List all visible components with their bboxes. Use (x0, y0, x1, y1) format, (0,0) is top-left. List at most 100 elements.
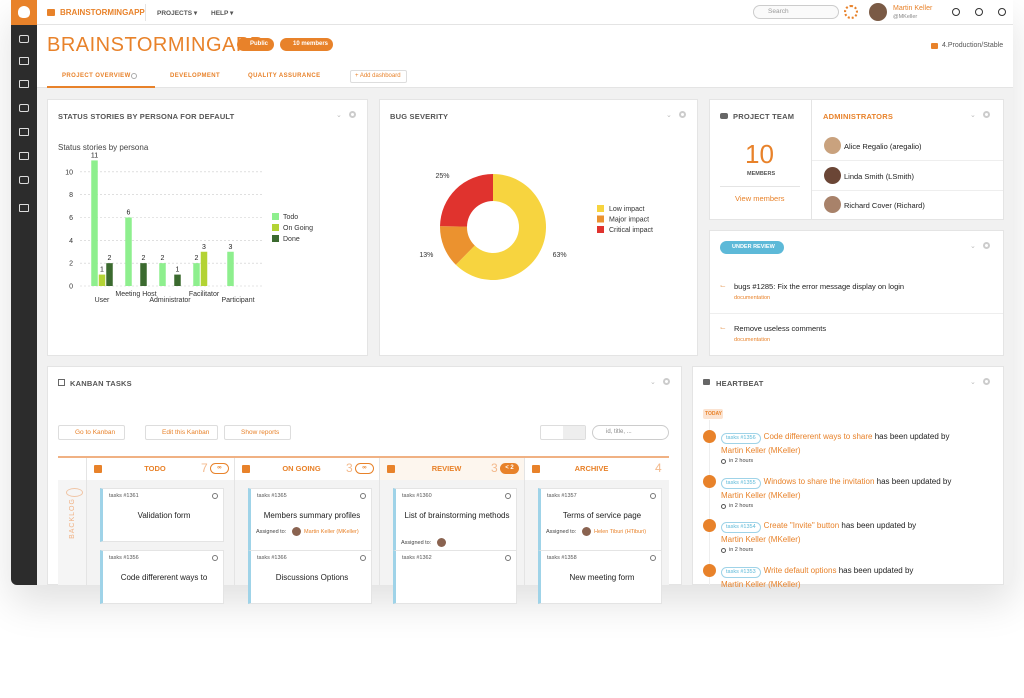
event-tag[interactable]: tasks #1356 (721, 433, 761, 444)
member-count-label: MEMBERS (747, 171, 776, 177)
admin-name[interactable]: Linda Smith (LSmith) (844, 171, 915, 181)
column-title: ON GOING (282, 464, 321, 473)
event-tag[interactable]: tasks #1355 (721, 477, 761, 489)
task-card[interactable] (248, 550, 372, 604)
data-label: 11 (91, 152, 98, 159)
y-tick-label: 6 (69, 215, 73, 222)
sidebar-icon[interactable] (19, 152, 29, 160)
settings-icon[interactable] (663, 378, 670, 385)
y-tick-label: 4 (69, 238, 73, 245)
settings-icon[interactable] (349, 111, 356, 118)
event-user[interactable]: Martin Keller (MKeller) (721, 446, 801, 455)
menu[interactable]: HELP ▾ (211, 10, 234, 17)
sidebar-icon[interactable] (19, 80, 29, 88)
event-action: has been updated by (838, 565, 914, 575)
assignee-name[interactable]: Martin Keller (MKeller) (304, 529, 359, 535)
toolbar-icon[interactable] (975, 8, 983, 16)
column-count: 7 (201, 461, 208, 475)
panel (692, 366, 1004, 585)
bar (159, 263, 166, 286)
legend-swatch (272, 224, 279, 231)
backlog-oval (66, 488, 83, 497)
sidebar-icon[interactable] (19, 176, 29, 184)
avatar (824, 166, 841, 184)
task-title: Discussions Options (275, 573, 349, 582)
time-icon (721, 459, 726, 464)
tab[interactable]: QUALITY ASSURANCE (248, 73, 321, 79)
task-card[interactable] (100, 550, 224, 604)
data-label: 13% (419, 252, 433, 259)
x-tick-label: Facilitator (189, 291, 220, 298)
event-link[interactable]: Code differerent ways to share (763, 432, 873, 441)
task-id: tasks #1365 (257, 493, 287, 499)
admin-name[interactable]: Richard Cover (Richard) (844, 201, 925, 210)
add-dashboard-label[interactable]: + Add dashboard (355, 73, 401, 79)
toolbar-icon[interactable] (998, 8, 1006, 16)
kanban-button[interactable] (224, 425, 291, 440)
kanban-title: KANBAN TASKS (70, 379, 132, 388)
sidebar-icon[interactable] (19, 57, 29, 65)
logo-mark (18, 6, 30, 18)
status-icon (931, 43, 938, 49)
add-dashboard-button[interactable] (350, 70, 407, 83)
settings-icon[interactable] (983, 378, 990, 385)
event-user[interactable]: Martin Keller (MKeller) (721, 490, 801, 500)
tab[interactable]: DEVELOPMENT (170, 73, 221, 79)
settings-icon[interactable] (983, 111, 990, 118)
user-name[interactable]: Martin Keller (893, 5, 933, 12)
sidebar-icon[interactable] (19, 104, 29, 112)
settings-icon[interactable] (983, 242, 990, 249)
event-link[interactable]: Windows to share the invitation (763, 476, 875, 486)
sidebar-icon[interactable] (19, 128, 29, 136)
view-members-link[interactable]: View members (735, 194, 785, 203)
task-card[interactable] (100, 488, 224, 542)
event-user[interactable]: Martin Keller (MKeller) (721, 579, 801, 589)
assignee-name[interactable]: Helen Tiburi (HTiburi) (594, 529, 647, 535)
kanban-button[interactable] (58, 425, 125, 440)
review-badge-label: UNDER REVIEW (732, 244, 775, 250)
kanban-button-label[interactable]: Go to Kanban (75, 429, 116, 436)
avatar (824, 196, 841, 213)
event-link[interactable]: Create "Invite" button (763, 521, 840, 530)
review-tag[interactable]: documentation (734, 295, 771, 301)
app-name[interactable]: BRAINSTORMINGAPP (60, 8, 145, 17)
sidebar-icon[interactable] (19, 204, 29, 212)
review-title[interactable]: bugs #1285: Fix the error message displa… (734, 282, 905, 291)
task-id: tasks #1366 (257, 555, 287, 561)
separator (811, 100, 812, 219)
kanban-button-label[interactable]: Edit this Kanban (162, 429, 210, 436)
task-card[interactable] (538, 550, 662, 604)
kanban-button[interactable] (145, 425, 218, 440)
task-card[interactable] (393, 550, 517, 604)
event-user[interactable]: Martin Keller (MKeller) (721, 535, 801, 544)
sidebar-icon[interactable] (19, 35, 29, 43)
column-header (234, 458, 379, 480)
event-text: tasks #1355 Windows to share the invitati… (721, 475, 981, 502)
event-tag[interactable]: tasks #1354 (721, 522, 761, 533)
activity-icon[interactable] (844, 5, 858, 19)
toolbar-icon[interactable] (952, 8, 960, 16)
panel (709, 99, 1004, 220)
event-link[interactable]: Write default options (763, 565, 837, 575)
limit-label: < 2 (505, 465, 514, 471)
tab[interactable]: PROJECT OVERVIEW (62, 73, 131, 79)
avatar[interactable] (869, 3, 887, 21)
kanban-search[interactable] (592, 425, 669, 440)
settings-icon[interactable] (679, 111, 686, 118)
legend-swatch (272, 213, 279, 220)
app-icon (47, 9, 55, 16)
limit-pill (355, 463, 374, 474)
limit-label: ∞ (362, 465, 367, 471)
legend-label: Low impact (609, 206, 644, 213)
menu[interactable]: PROJECTS ▾ (157, 10, 198, 17)
review-title[interactable]: Remove useless comments (734, 324, 827, 333)
view-toggle[interactable] (540, 425, 586, 440)
kanban-button-label[interactable]: Show reports (241, 429, 280, 436)
event-tag[interactable]: tasks #1353 (721, 566, 761, 578)
separator (710, 313, 1003, 314)
review-tag[interactable]: documentation (734, 337, 771, 343)
admins-title: ADMINISTRATORS (823, 112, 894, 121)
admin-name[interactable]: Alice Regalio (aregalio) (844, 142, 922, 151)
search-box[interactable] (753, 5, 839, 19)
widget-title: BUG SEVERITY (390, 112, 449, 121)
